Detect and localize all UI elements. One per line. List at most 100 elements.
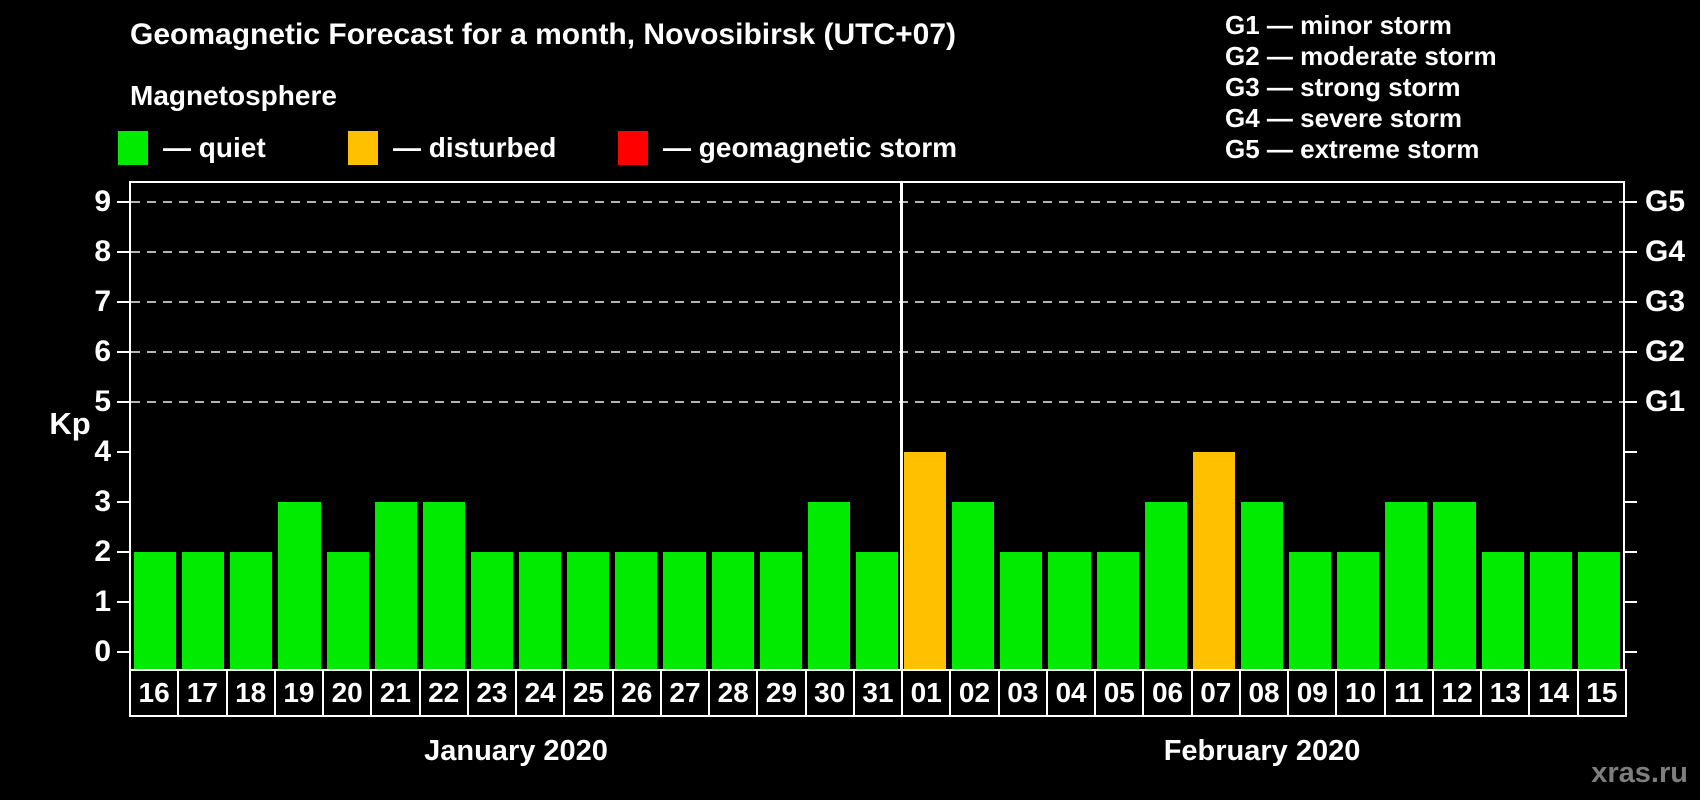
day-label-january-26: 26 xyxy=(611,669,662,717)
kp-bar-february-03 xyxy=(1000,552,1043,669)
day-label-january-17: 17 xyxy=(177,669,228,717)
day-label-january-31: 31 xyxy=(852,669,904,717)
y-axis-label: Kp xyxy=(49,406,91,441)
g-scale-axis-label-g2: G2 xyxy=(1645,335,1686,368)
gridline-kp-8 xyxy=(131,251,1623,253)
gridline-kp-6 xyxy=(131,351,1623,353)
legend-label-disturbed: — disturbed xyxy=(393,132,557,163)
kp-bar-february-15 xyxy=(1577,552,1620,669)
day-label-february-12: 12 xyxy=(1431,669,1483,717)
day-label-january-21: 21 xyxy=(370,669,421,717)
g-scale-item-1: G1 — minor storm xyxy=(1225,10,1452,40)
day-label-february-07: 07 xyxy=(1190,669,1241,717)
kp-bar-february-12 xyxy=(1433,502,1476,669)
legend-item-storm: — geomagnetic storm xyxy=(618,131,957,165)
month-label-february: February 2020 xyxy=(1163,735,1361,767)
day-label-january-28: 28 xyxy=(708,669,759,717)
g-scale-axis-label-g5: G5 xyxy=(1645,185,1686,218)
day-label-february-04: 04 xyxy=(1045,669,1097,717)
day-label-january-27: 27 xyxy=(659,669,711,717)
y-axis-tick-right-7 xyxy=(1625,301,1637,303)
kp-bar-february-11 xyxy=(1385,502,1428,669)
kp-bar-january-25 xyxy=(567,552,610,669)
g-scale-legend: G1 — minor storm G2 — moderate storm G3 — … xyxy=(1225,10,1497,165)
y-axis-tick-right-6 xyxy=(1625,351,1637,353)
y-axis-tick-left-6 xyxy=(117,351,129,353)
kp-bar-january-24 xyxy=(519,552,562,669)
day-label-february-11: 11 xyxy=(1383,669,1434,717)
kp-bar-february-08 xyxy=(1240,502,1284,669)
gridline-kp-9 xyxy=(131,201,1623,203)
legend-swatch-storm-icon xyxy=(618,131,648,165)
legend-label-storm: — geomagnetic storm xyxy=(663,132,958,163)
kp-bar-february-02 xyxy=(952,502,995,669)
y-axis-tick-left-7 xyxy=(117,301,129,303)
g-scale-item-5: G5 — extreme storm xyxy=(1225,134,1480,164)
day-label-february-08: 08 xyxy=(1238,669,1290,717)
legend-item-quiet: — quiet xyxy=(118,131,266,165)
kp-bar-february-13 xyxy=(1481,552,1524,669)
day-label-january-19: 19 xyxy=(273,669,325,717)
g-scale-item-4: G4 — severe storm xyxy=(1225,103,1463,133)
watermark: xras.ru xyxy=(1591,757,1688,789)
page-title: Geomagnetic Forecast for a month, Novosi… xyxy=(130,18,957,51)
day-label-february-05: 05 xyxy=(1094,669,1145,717)
day-label-january-25: 25 xyxy=(563,669,614,717)
kp-bar-january-26 xyxy=(615,552,658,669)
y-axis-tick-right-9 xyxy=(1625,201,1637,203)
y-axis-tick-label-4: 4 xyxy=(94,435,111,468)
y-axis-tick-label-5: 5 xyxy=(94,385,111,418)
kp-bar-february-06 xyxy=(1144,502,1187,669)
day-label-january-30: 30 xyxy=(804,669,855,717)
y-axis-tick-left-9 xyxy=(117,201,129,203)
gridline-kp-7 xyxy=(131,301,1623,303)
day-label-january-23: 23 xyxy=(466,669,518,717)
y-axis-tick-left-5 xyxy=(117,401,129,403)
y-axis-tick-label-7: 7 xyxy=(94,285,111,318)
day-label-february-10: 10 xyxy=(1335,669,1386,717)
day-label-february-15: 15 xyxy=(1576,669,1627,717)
day-label-february-01: 01 xyxy=(901,669,952,717)
y-axis-tick-left-0 xyxy=(117,651,129,653)
day-label-january-18: 18 xyxy=(225,669,276,717)
y-axis-tick-right-0 xyxy=(1625,651,1637,653)
y-axis-tick-label-3: 3 xyxy=(94,485,111,518)
kp-bar-january-27 xyxy=(663,552,706,669)
kp-bar-january-18 xyxy=(230,552,273,669)
day-label-february-03: 03 xyxy=(997,669,1048,717)
day-label-january-22: 22 xyxy=(418,669,469,717)
plot-area xyxy=(129,181,1625,671)
day-label-february-13: 13 xyxy=(1480,669,1531,717)
y-axis-tick-right-5 xyxy=(1625,401,1637,403)
day-label-january-16: 16 xyxy=(129,669,180,717)
kp-bar-january-28 xyxy=(711,552,754,669)
legend-item-disturbed: — disturbed xyxy=(348,131,556,165)
kp-bar-january-20 xyxy=(326,552,369,669)
day-label-january-29: 29 xyxy=(756,669,807,717)
kp-bar-february-09 xyxy=(1289,552,1332,669)
kp-bar-january-22 xyxy=(422,502,465,669)
day-label-february-09: 09 xyxy=(1287,669,1338,717)
kp-bar-february-05 xyxy=(1096,552,1139,669)
kp-bar-february-01 xyxy=(904,452,947,669)
y-axis-tick-right-4 xyxy=(1625,451,1637,453)
legend-heading: Magnetosphere xyxy=(130,80,337,111)
y-axis-tick-label-9: 9 xyxy=(94,185,111,218)
y-axis-tick-left-3 xyxy=(117,501,129,503)
y-axis-tick-right-8 xyxy=(1625,251,1637,253)
day-label-february-02: 02 xyxy=(949,669,1000,717)
y-axis-tick-label-6: 6 xyxy=(94,335,111,368)
kp-bar-february-07 xyxy=(1192,452,1235,669)
y-axis-tick-right-3 xyxy=(1625,501,1637,503)
kp-bar-january-17 xyxy=(182,552,225,669)
kp-bar-january-21 xyxy=(374,502,417,669)
g-scale-axis-label-g3: G3 xyxy=(1645,285,1686,318)
kp-bar-january-23 xyxy=(470,552,514,669)
y-axis-tick-label-2: 2 xyxy=(94,535,111,568)
g-scale-item-2: G2 — moderate storm xyxy=(1225,41,1497,71)
gridline-kp-5 xyxy=(131,401,1623,403)
legend-swatch-disturbed-icon xyxy=(348,131,378,165)
g-scale-item-3: G3 — strong storm xyxy=(1225,72,1461,102)
legend-label-quiet: — quiet xyxy=(163,132,266,163)
